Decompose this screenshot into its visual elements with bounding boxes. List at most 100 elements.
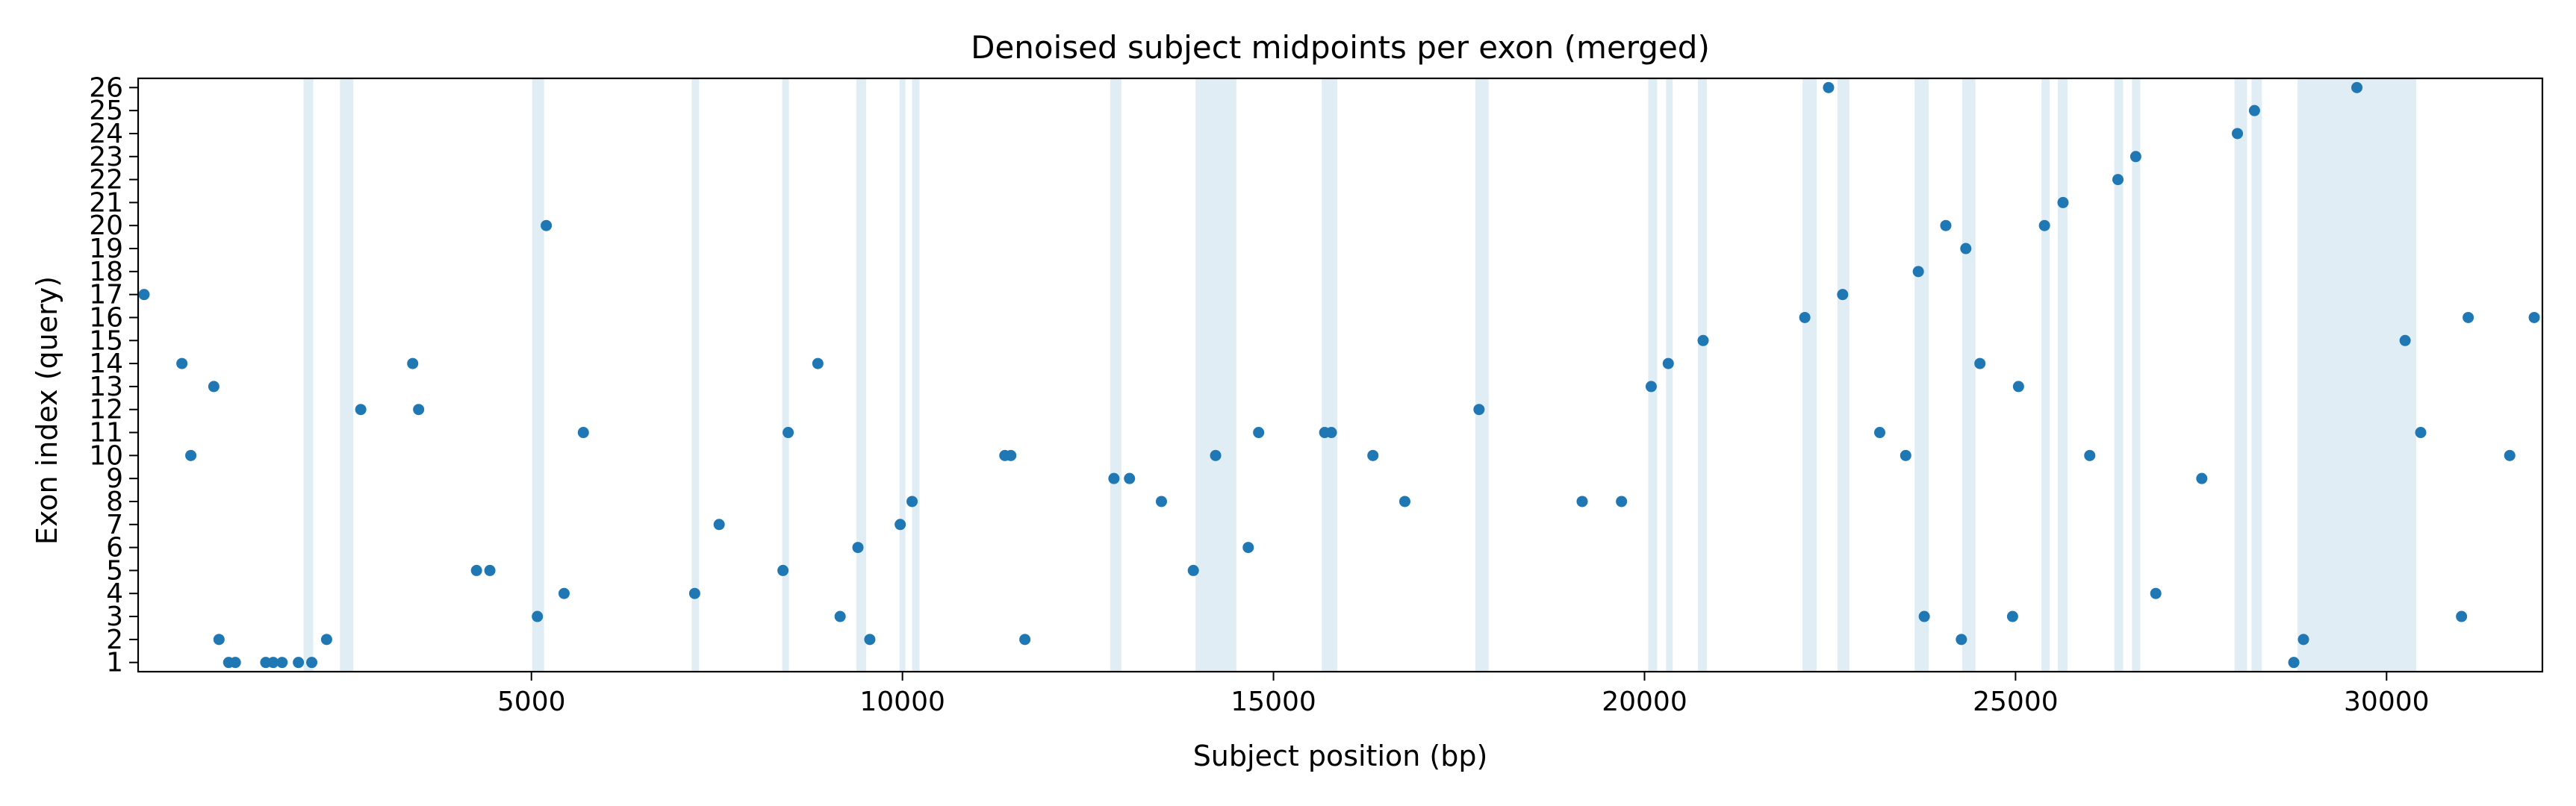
highlight-bands [303, 78, 2417, 672]
y-tick-label: 1 [106, 648, 123, 678]
y-axis-label: Exon index (query) [31, 276, 63, 545]
x-tick-label: 30000 [2344, 687, 2430, 717]
data-point [413, 404, 425, 416]
highlight-band [2114, 78, 2124, 672]
data-point [1823, 81, 1835, 93]
data-point [777, 564, 789, 576]
data-point [1799, 311, 1811, 323]
data-point [541, 219, 553, 231]
highlight-band [2041, 78, 2050, 672]
data-point [864, 634, 876, 646]
highlight-band [1475, 78, 1489, 672]
data-point [229, 657, 241, 669]
data-point [1974, 357, 1986, 369]
data-point [176, 357, 188, 369]
highlight-band [899, 78, 906, 672]
data-point [1399, 496, 1410, 507]
data-point [484, 564, 496, 576]
highlight-band [2132, 78, 2141, 672]
highlight-band [856, 78, 866, 672]
x-tick-label: 10000 [859, 687, 945, 717]
data-point [1367, 449, 1379, 461]
highlight-band [1802, 78, 1817, 672]
data-point [2112, 174, 2124, 186]
y-tick-label: 19 [89, 234, 123, 264]
highlight-band [2234, 78, 2247, 672]
x-tick-label: 5000 [497, 687, 566, 717]
data-point [852, 542, 864, 554]
data-point [2456, 610, 2468, 622]
y-tick-label: 9 [106, 463, 123, 494]
y-tick-label: 10 [89, 440, 123, 471]
highlight-band [1195, 78, 1236, 672]
data-point [2038, 219, 2050, 231]
data-point [1155, 496, 1167, 507]
data-point [1940, 219, 1952, 231]
data-point [906, 496, 918, 507]
data-point [2297, 634, 2309, 646]
y-tick-label: 17 [89, 280, 123, 310]
data-point [688, 587, 700, 599]
data-point [1900, 449, 1911, 461]
data-point [138, 289, 150, 301]
x-axis-label: Subject position (bp) [1193, 740, 1488, 772]
data-point [2196, 472, 2208, 484]
data-point [320, 634, 332, 646]
data-point [267, 657, 279, 669]
data-point [2232, 128, 2244, 140]
highlight-band [1648, 78, 1658, 672]
data-point [834, 610, 846, 622]
data-point [1019, 634, 1031, 646]
x-tick-label: 20000 [1602, 687, 1687, 717]
data-point [1253, 427, 1265, 439]
y-tick-label: 6 [106, 533, 123, 563]
data-point [1697, 334, 1709, 346]
highlight-band [2251, 78, 2262, 672]
data-point [2415, 427, 2427, 439]
data-point [1912, 266, 1924, 278]
data-point [355, 404, 367, 416]
data-point [2288, 657, 2300, 669]
data-point [2012, 381, 2024, 393]
highlight-band [2058, 78, 2068, 672]
data-point [1473, 404, 1485, 416]
y-tick-label: 22 [89, 165, 123, 196]
data-point [1956, 634, 1967, 646]
data-point [558, 587, 570, 599]
data-point [1005, 449, 1017, 461]
y-tick-label: 15 [89, 325, 123, 356]
y-tick-label: 18 [89, 257, 123, 287]
chart-title: Denoised subject midpoints per exon (mer… [971, 29, 1710, 66]
y-axis-ticks: 1234567891011121314151617181920212223242… [89, 72, 138, 678]
highlight-band [1666, 78, 1673, 672]
y-tick-label: 12 [89, 395, 123, 425]
data-point [1645, 381, 1657, 393]
data-point [2057, 196, 2069, 208]
highlight-band [1961, 78, 1976, 672]
data-point [2351, 81, 2363, 93]
data-point [895, 519, 906, 531]
x-axis-ticks: 5000 10000 15000 20000 25000 30000 [497, 672, 2430, 717]
data-point [713, 519, 725, 531]
data-point [208, 381, 220, 393]
data-point [2463, 311, 2474, 323]
highlight-band [1698, 78, 1707, 672]
data-point [293, 657, 305, 669]
data-point [407, 357, 419, 369]
data-point [532, 610, 544, 622]
data-point [276, 657, 288, 669]
data-point [2399, 334, 2411, 346]
highlight-band [691, 78, 700, 672]
highlight-band [1914, 78, 1929, 672]
y-tick-label: 5 [106, 555, 123, 586]
highlight-band [782, 78, 789, 672]
data-point [1187, 564, 1199, 576]
data-point [1616, 496, 1628, 507]
y-tick-label: 11 [89, 418, 123, 449]
highlight-band [1110, 78, 1121, 672]
data-point [2084, 449, 2096, 461]
data-point [1242, 542, 1254, 554]
y-tick-label: 2 [106, 625, 123, 655]
